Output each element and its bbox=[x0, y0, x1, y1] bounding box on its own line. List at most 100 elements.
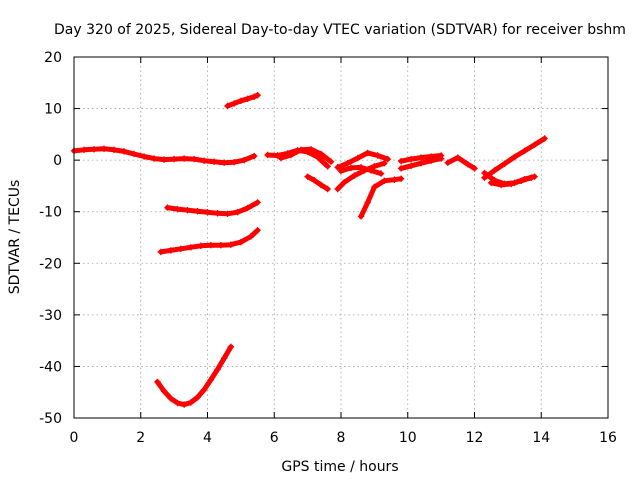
data-point bbox=[177, 245, 184, 253]
data-point bbox=[397, 175, 405, 182]
series-arc-7 bbox=[277, 146, 335, 165]
data-point bbox=[417, 160, 425, 167]
data-point bbox=[164, 204, 171, 211]
x-tick-label: 8 bbox=[337, 430, 346, 446]
series-arc-4 bbox=[157, 227, 261, 256]
data-point bbox=[311, 177, 318, 184]
x-tick-label: 0 bbox=[70, 430, 79, 446]
y-tick-label: 0 bbox=[53, 153, 62, 169]
data-point bbox=[167, 247, 174, 254]
y-tick-label: -10 bbox=[39, 205, 62, 221]
data-point bbox=[364, 149, 371, 157]
series-trace bbox=[358, 176, 404, 219]
data-point bbox=[244, 204, 251, 212]
x-tick-label: 12 bbox=[466, 430, 484, 446]
data-point bbox=[521, 147, 528, 155]
data-point bbox=[174, 399, 181, 407]
data-point bbox=[227, 343, 235, 351]
data-point bbox=[214, 366, 221, 373]
series-arc-15 bbox=[444, 154, 478, 172]
data-point bbox=[391, 176, 398, 183]
data-point bbox=[381, 160, 388, 167]
data-point bbox=[214, 210, 221, 217]
data-point bbox=[207, 376, 215, 384]
series-trace bbox=[164, 199, 261, 217]
data-point bbox=[341, 179, 348, 186]
data-point bbox=[317, 150, 325, 158]
series-arc-12 bbox=[357, 175, 405, 220]
series-arc-2 bbox=[224, 91, 261, 110]
series-arc-3 bbox=[164, 199, 261, 217]
data-point bbox=[397, 165, 405, 172]
data-point bbox=[354, 154, 361, 162]
data-point bbox=[251, 93, 258, 100]
y-tick-label: -40 bbox=[39, 359, 62, 375]
data-point bbox=[194, 394, 201, 401]
y-tick-label: 20 bbox=[44, 50, 62, 66]
data-point bbox=[347, 164, 355, 172]
data-point bbox=[384, 155, 391, 163]
data-point bbox=[327, 158, 335, 165]
data-point bbox=[407, 155, 415, 163]
series-arc-10 bbox=[334, 149, 391, 171]
y-tick-label: -20 bbox=[39, 256, 62, 272]
data-point bbox=[197, 242, 205, 249]
data-point bbox=[324, 185, 331, 193]
data-point bbox=[357, 164, 365, 171]
data-point bbox=[190, 155, 198, 163]
data-point bbox=[264, 151, 271, 159]
x-tick-label: 6 bbox=[270, 430, 279, 446]
data-point bbox=[371, 183, 378, 191]
x-tick-label: 16 bbox=[599, 430, 617, 446]
data-point bbox=[234, 209, 241, 216]
data-point bbox=[274, 152, 281, 159]
y-tick-label: 10 bbox=[44, 102, 62, 118]
data-point bbox=[531, 141, 538, 148]
data-point bbox=[344, 160, 351, 167]
data-point bbox=[154, 378, 161, 386]
data-point bbox=[427, 153, 435, 160]
data-point bbox=[160, 387, 168, 395]
data-point bbox=[241, 156, 248, 164]
series-arc-5 bbox=[154, 343, 235, 408]
data-point bbox=[334, 164, 341, 171]
data-point bbox=[377, 170, 385, 177]
data-point bbox=[337, 167, 345, 175]
data-point bbox=[444, 159, 451, 166]
data-point bbox=[227, 241, 235, 248]
data-point bbox=[471, 165, 478, 172]
data-point bbox=[317, 181, 325, 189]
data-point bbox=[187, 244, 195, 251]
data-point bbox=[304, 173, 311, 180]
data-point bbox=[491, 167, 498, 174]
data-point bbox=[254, 91, 261, 99]
data-point bbox=[541, 135, 548, 142]
data-point bbox=[200, 157, 208, 164]
data-point bbox=[100, 145, 108, 152]
data-point bbox=[367, 167, 375, 174]
data-point bbox=[167, 395, 174, 402]
data-point bbox=[90, 146, 98, 153]
data-point bbox=[174, 205, 181, 213]
data-point bbox=[334, 185, 341, 193]
data-point bbox=[180, 401, 188, 408]
data-point bbox=[237, 97, 245, 105]
series-arc-18 bbox=[487, 174, 535, 189]
data-point bbox=[231, 100, 238, 107]
data-point bbox=[180, 155, 188, 162]
data-point bbox=[464, 161, 472, 168]
data-point bbox=[324, 163, 331, 170]
plot-frame bbox=[73, 56, 609, 419]
data-point bbox=[287, 151, 295, 159]
data-point bbox=[220, 159, 228, 166]
y-tick-label: -30 bbox=[39, 308, 62, 324]
data-point bbox=[437, 152, 445, 159]
data-point bbox=[297, 146, 305, 154]
data-point bbox=[417, 154, 425, 161]
data-point bbox=[247, 233, 255, 240]
data-point bbox=[157, 248, 164, 256]
data-point bbox=[207, 242, 215, 249]
data-point bbox=[184, 206, 191, 214]
data-point bbox=[487, 179, 495, 187]
series-arc-9 bbox=[334, 160, 388, 193]
